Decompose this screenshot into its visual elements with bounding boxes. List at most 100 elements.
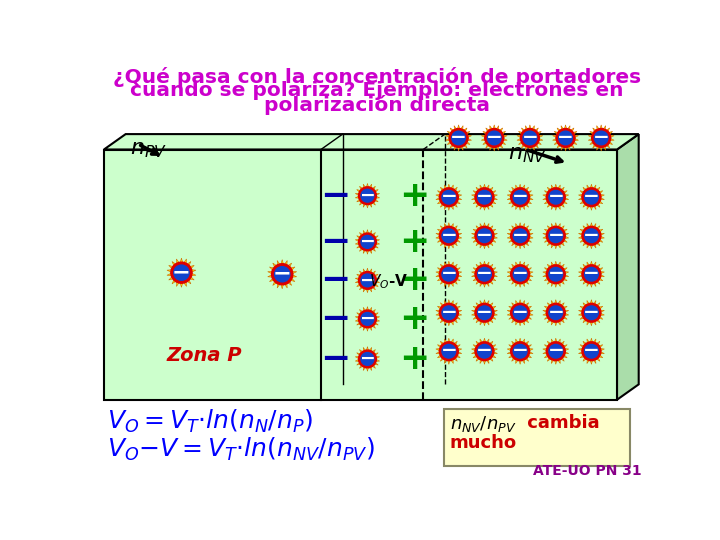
- Text: −: −: [359, 349, 375, 368]
- Polygon shape: [543, 300, 569, 326]
- Circle shape: [477, 345, 491, 358]
- Text: −: −: [547, 226, 564, 245]
- Text: −: −: [547, 265, 564, 284]
- Circle shape: [439, 342, 459, 361]
- Circle shape: [359, 272, 377, 289]
- Text: −: −: [547, 187, 564, 206]
- Polygon shape: [507, 184, 533, 211]
- Polygon shape: [543, 338, 569, 365]
- Circle shape: [585, 267, 598, 281]
- Text: $n_{NV}$: $n_{NV}$: [508, 145, 548, 165]
- Text: polarización directa: polarización directa: [264, 95, 490, 115]
- Polygon shape: [472, 261, 498, 287]
- Text: $n_{PV}$: $n_{PV}$: [130, 140, 167, 160]
- Text: −: −: [320, 225, 350, 259]
- Text: −: −: [583, 187, 600, 206]
- Circle shape: [582, 265, 601, 284]
- Text: −: −: [557, 128, 574, 147]
- Circle shape: [271, 264, 293, 285]
- Circle shape: [549, 345, 562, 358]
- Circle shape: [510, 226, 530, 245]
- Circle shape: [475, 265, 494, 284]
- Text: −: −: [359, 232, 375, 251]
- Circle shape: [439, 188, 459, 207]
- Circle shape: [585, 229, 598, 242]
- FancyBboxPatch shape: [444, 409, 630, 466]
- Text: cuando se polariza? Ejemplo: electrones en: cuando se polariza? Ejemplo: electrones …: [130, 81, 624, 100]
- Circle shape: [556, 129, 575, 147]
- Circle shape: [510, 265, 530, 284]
- Text: −: −: [583, 341, 600, 360]
- Text: mucho: mucho: [449, 434, 517, 453]
- Polygon shape: [517, 125, 543, 151]
- Circle shape: [521, 129, 539, 147]
- Circle shape: [359, 310, 377, 328]
- Text: −: −: [547, 341, 564, 360]
- Polygon shape: [507, 222, 533, 249]
- Polygon shape: [472, 300, 498, 326]
- Text: −: −: [583, 226, 600, 245]
- Polygon shape: [436, 338, 462, 365]
- Text: −: −: [593, 128, 610, 147]
- Circle shape: [549, 267, 562, 281]
- Polygon shape: [588, 125, 614, 151]
- Circle shape: [359, 233, 377, 251]
- Circle shape: [475, 303, 494, 322]
- Circle shape: [546, 265, 565, 284]
- Circle shape: [585, 345, 598, 358]
- Circle shape: [359, 350, 377, 368]
- Circle shape: [592, 129, 611, 147]
- Polygon shape: [507, 300, 533, 326]
- Circle shape: [510, 303, 530, 322]
- Text: −: −: [476, 341, 493, 360]
- Polygon shape: [167, 258, 196, 287]
- Circle shape: [487, 131, 501, 145]
- Polygon shape: [436, 222, 462, 249]
- Polygon shape: [472, 222, 498, 249]
- Polygon shape: [355, 230, 379, 254]
- Text: −: −: [476, 265, 493, 284]
- Circle shape: [475, 226, 494, 245]
- Circle shape: [546, 303, 565, 322]
- Circle shape: [546, 342, 565, 361]
- Circle shape: [451, 131, 465, 145]
- Text: −: −: [359, 186, 375, 205]
- Circle shape: [361, 190, 374, 202]
- Circle shape: [477, 229, 491, 242]
- Circle shape: [594, 131, 608, 145]
- Polygon shape: [355, 184, 379, 208]
- Text: −: −: [450, 128, 467, 147]
- Text: +: +: [399, 225, 429, 259]
- Text: −: −: [441, 341, 457, 360]
- Text: +: +: [399, 264, 429, 298]
- Circle shape: [442, 306, 456, 320]
- Circle shape: [359, 187, 377, 205]
- Circle shape: [477, 306, 491, 320]
- Text: −: −: [441, 265, 457, 284]
- Circle shape: [585, 191, 598, 204]
- Text: −: −: [512, 187, 528, 206]
- Polygon shape: [355, 268, 379, 293]
- Polygon shape: [543, 222, 569, 249]
- Circle shape: [513, 191, 527, 204]
- Text: −: −: [320, 302, 350, 336]
- Circle shape: [523, 131, 536, 145]
- Circle shape: [171, 262, 192, 284]
- Text: +: +: [399, 179, 429, 213]
- Polygon shape: [543, 261, 569, 287]
- Circle shape: [439, 226, 459, 245]
- Circle shape: [361, 353, 374, 366]
- Circle shape: [449, 129, 468, 147]
- Circle shape: [174, 265, 189, 280]
- Polygon shape: [481, 125, 507, 151]
- Polygon shape: [446, 125, 472, 151]
- Circle shape: [439, 303, 459, 322]
- Circle shape: [582, 226, 601, 245]
- Text: −: −: [547, 303, 564, 322]
- Polygon shape: [578, 338, 604, 365]
- Polygon shape: [436, 300, 462, 326]
- Text: −: −: [512, 226, 528, 245]
- Circle shape: [477, 191, 491, 204]
- Text: −: −: [476, 226, 493, 245]
- Text: Zona P: Zona P: [167, 346, 243, 366]
